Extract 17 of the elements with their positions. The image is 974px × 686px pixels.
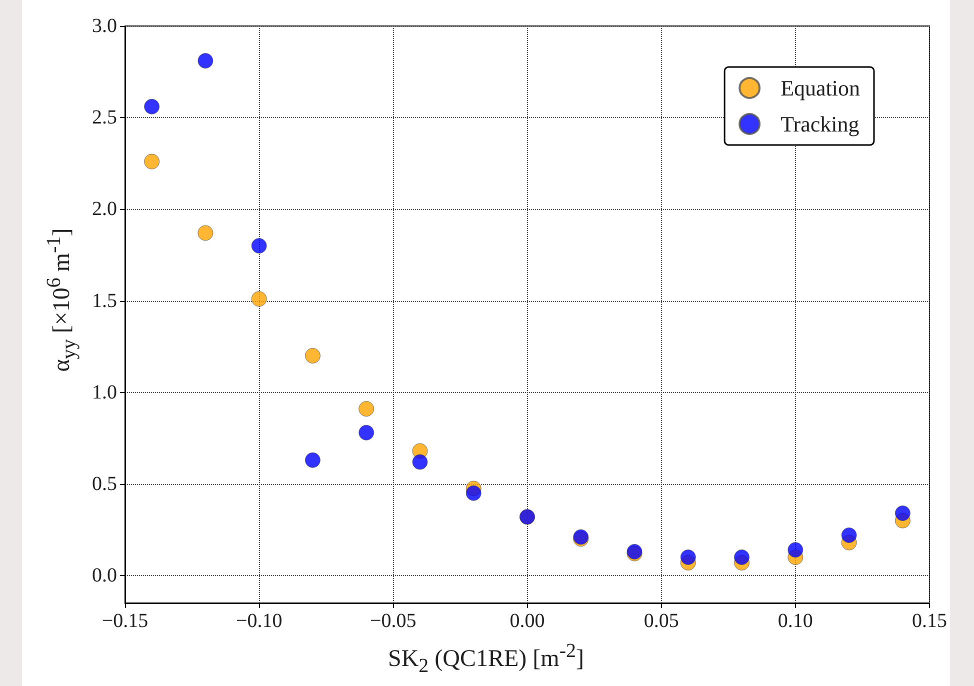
x-tick-label: 0.05 — [644, 610, 679, 632]
x-tick-label: −0.15 — [102, 610, 148, 632]
x-axis-title: SK$_{2}$ (QC1RE) [m$^{-2}$] — [386, 640, 585, 678]
y-tick-label: 0.5 — [92, 472, 117, 495]
legend-label: Tracking — [780, 112, 860, 136]
legend-label: Equation — [780, 76, 860, 100]
y-tick-label: 2.5 — [92, 106, 117, 129]
y-tick-label: 1.5 — [92, 290, 117, 312]
x-tick-label: −0.05 — [370, 610, 416, 632]
x-tick-label: 0.00 — [510, 610, 545, 632]
x-tick-label: 0.10 — [778, 610, 813, 632]
y-tick-label: 3.0 — [92, 15, 117, 37]
y-tick-label: 1.0 — [92, 381, 117, 404]
y-tick-label: 2.0 — [92, 198, 117, 220]
y-tick-label: 0.0 — [92, 564, 117, 587]
x-tick-label: −0.10 — [236, 610, 282, 632]
x-tick-label: 0.15 — [912, 610, 947, 632]
